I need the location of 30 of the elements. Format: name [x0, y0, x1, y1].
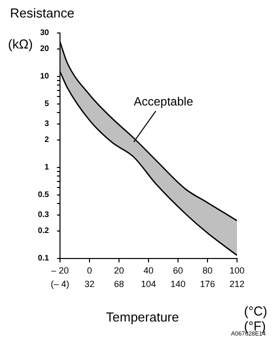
x2-tick-label: (– 4)	[50, 279, 70, 290]
y-tick-label: 30	[40, 28, 50, 38]
x2-tick-label: 212	[229, 279, 245, 290]
y-tick-label: 0.5	[38, 190, 50, 199]
y-tick-label: 2	[44, 135, 50, 144]
x-tick-label: 80	[202, 265, 213, 276]
y-tick-label: 5	[44, 99, 50, 108]
x-tick-label: 100	[229, 265, 245, 276]
x-tick-label: 0	[86, 265, 92, 276]
y-tick-label: 10	[40, 72, 50, 81]
x-tick-label: 20	[114, 265, 124, 276]
y-tick-label: 0.1	[38, 254, 50, 263]
x2-tick-label: 32	[84, 279, 95, 290]
text: (°C)	[244, 304, 268, 319]
x2-tick-label: 176	[200, 279, 216, 290]
y-tick-label: 3	[44, 119, 50, 128]
x-tick-label: – 20	[51, 265, 69, 276]
text: (kΩ)	[8, 36, 33, 52]
y-tick-label: 0.2	[38, 226, 50, 236]
x-axis-title: Temperature	[106, 310, 179, 325]
y-tick-label: 1	[44, 162, 50, 172]
y-axis-title: Resistance	[10, 6, 74, 21]
annotation: Acceptable	[134, 94, 194, 108]
y-tick-label: 0.3	[38, 210, 50, 220]
x2-tick-label: 104	[140, 279, 156, 290]
x2-tick-label: 140	[170, 279, 186, 290]
x-tick-label: 40	[143, 265, 154, 276]
y-tick-label: 20	[40, 44, 50, 54]
x-tick-label: 60	[172, 265, 184, 276]
x2-tick-label: 68	[114, 279, 124, 290]
